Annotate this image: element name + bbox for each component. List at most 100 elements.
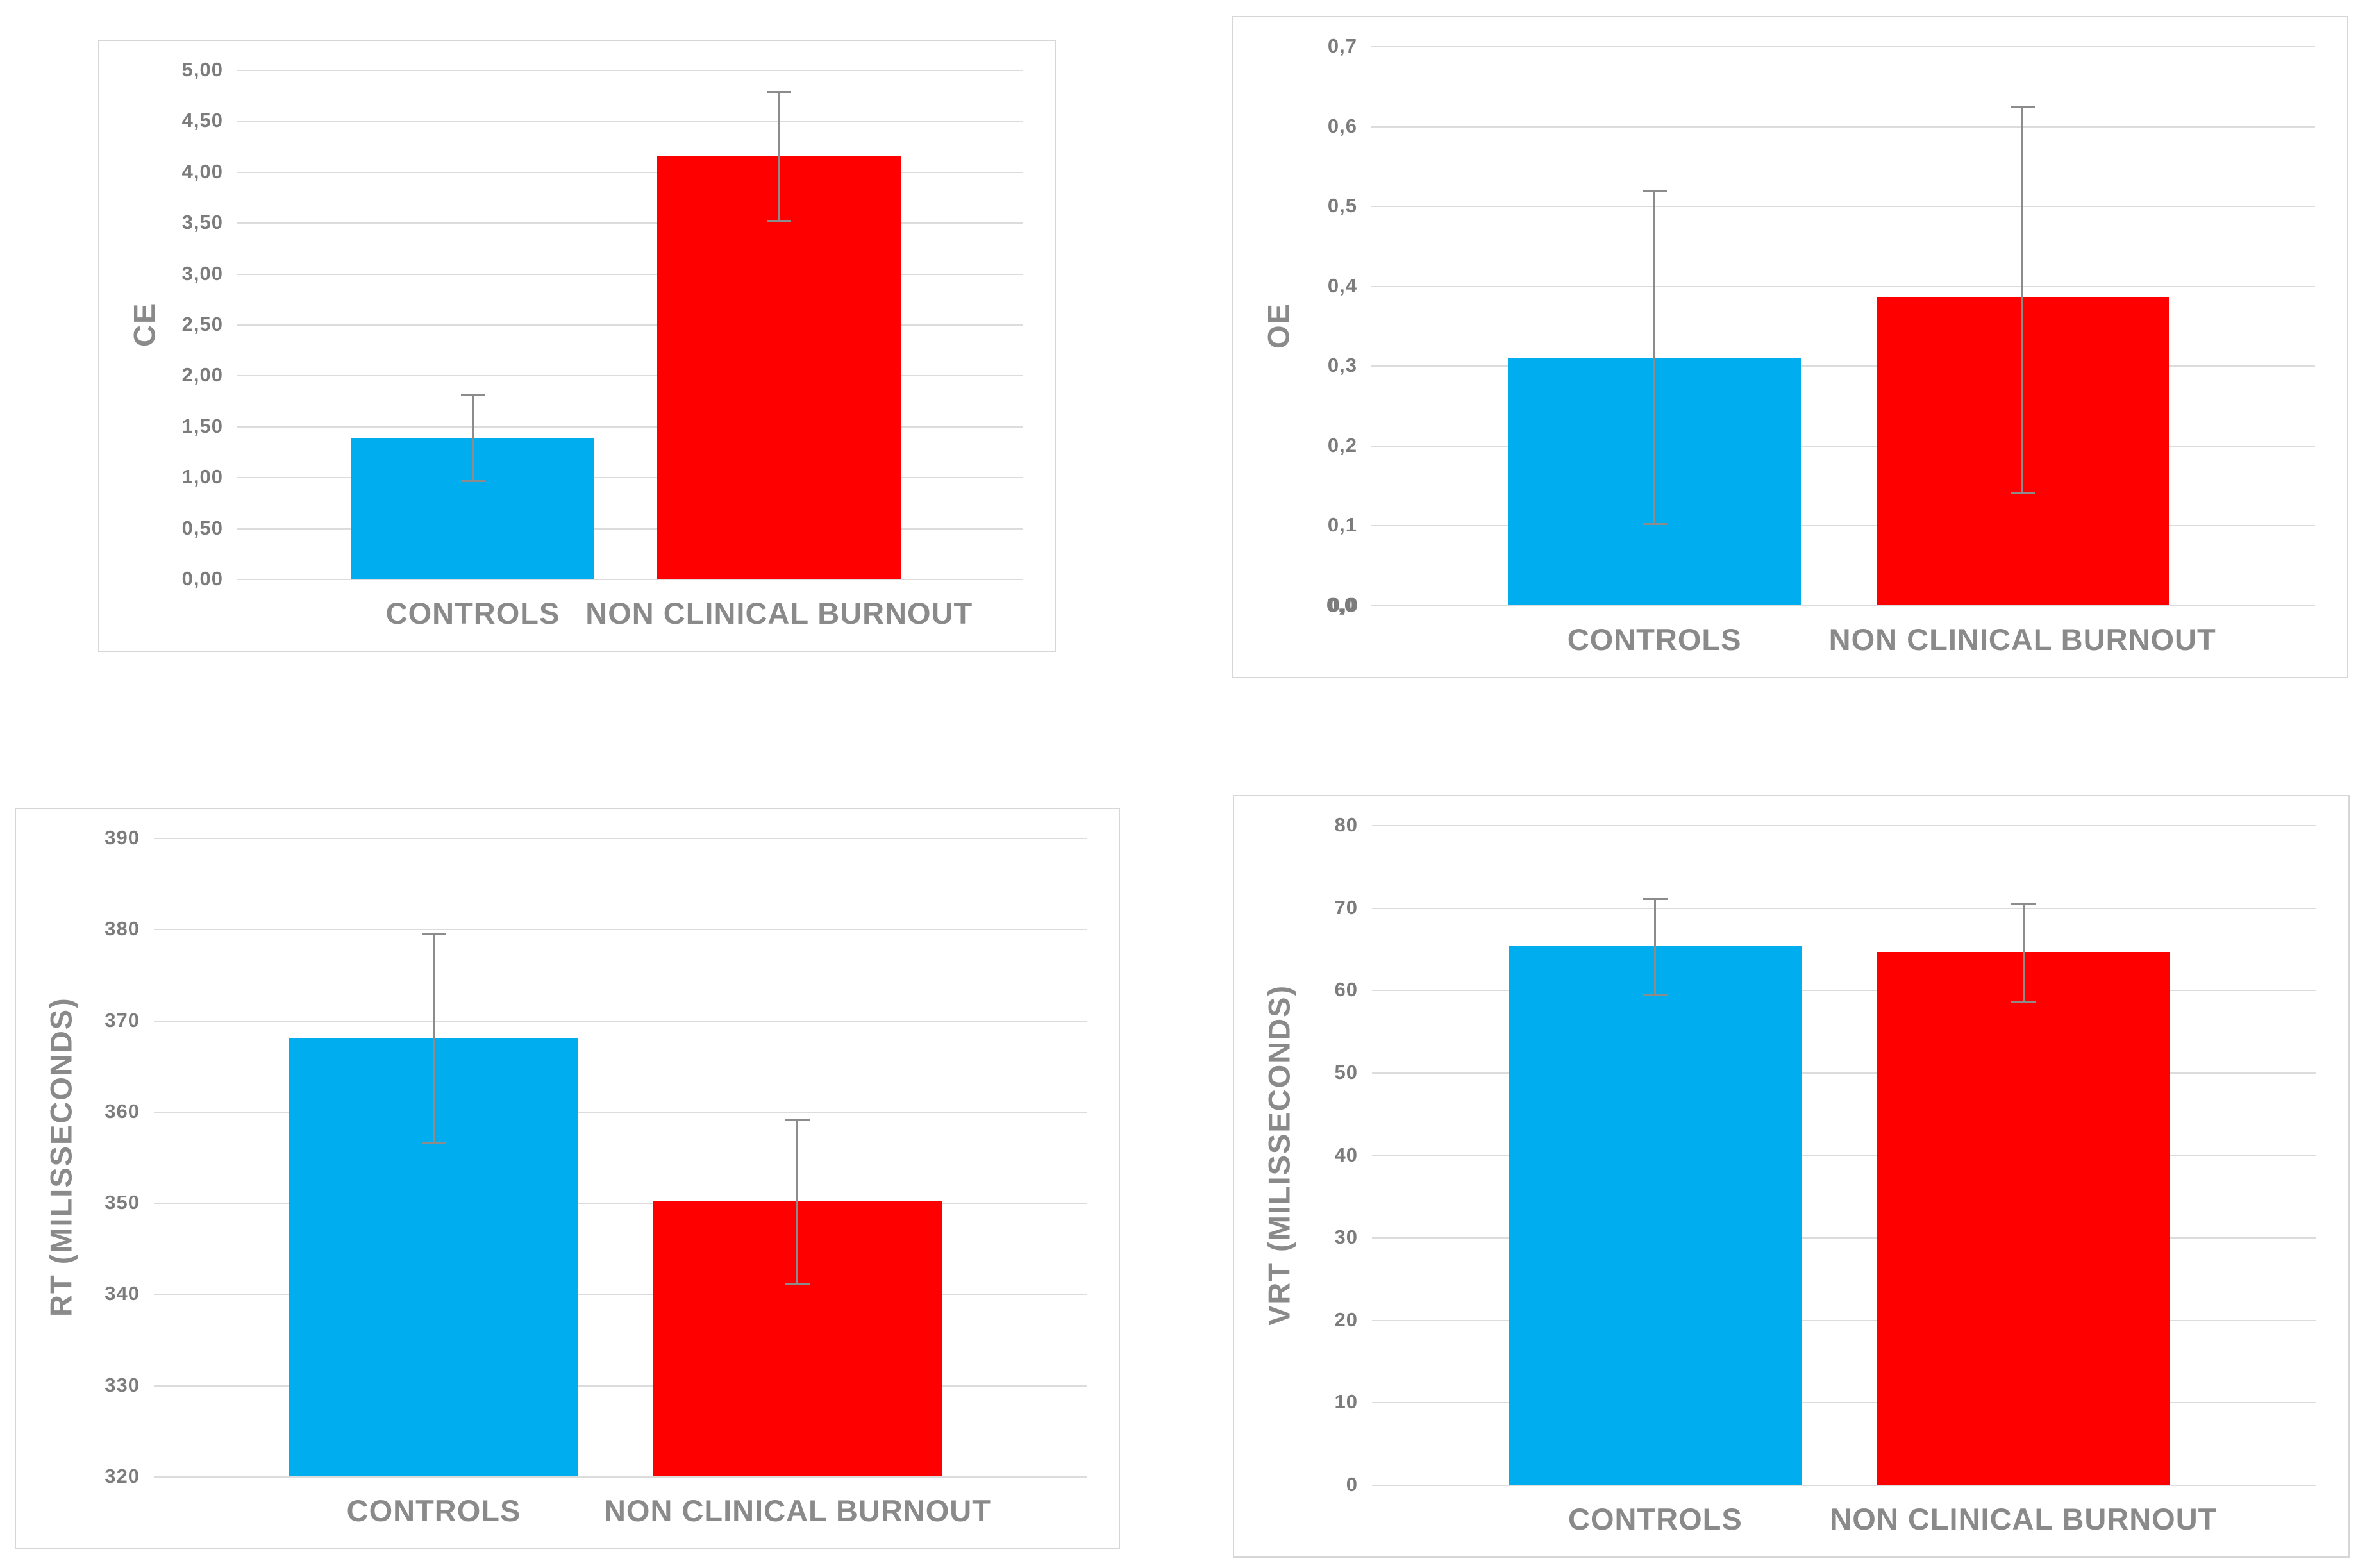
error-bar-cap-bottom bbox=[767, 219, 792, 222]
grid-line bbox=[1371, 206, 2315, 208]
y-tick-label: 0,3 bbox=[1327, 354, 1357, 377]
chart-panel-oe: OE 0,0 0,1 0,2 0,3 0,4 0,5 0,6 0,7 CONTROLS NON C… bbox=[1232, 16, 2348, 678]
x-category-label: CONTROLS bbox=[1567, 622, 1742, 656]
y-tick-label: 0,5 bbox=[1327, 194, 1357, 217]
error-bar-cap-bottom bbox=[2010, 491, 2035, 494]
error-bar-line bbox=[796, 1119, 799, 1285]
y-tick-label: 30 bbox=[1334, 1226, 1358, 1249]
grid-line bbox=[237, 324, 1023, 326]
grid-line bbox=[154, 1385, 1087, 1387]
grid-line bbox=[1371, 445, 2315, 447]
grid-line bbox=[1372, 907, 2316, 909]
error-bar-burnout bbox=[767, 91, 792, 222]
grid-line bbox=[1372, 1072, 2316, 1074]
y-tick-label: 320 bbox=[105, 1465, 140, 1487]
error-bar-cap-bottom bbox=[421, 1141, 446, 1144]
error-bar-cap-bottom bbox=[785, 1283, 810, 1285]
error-bar-controls bbox=[1642, 190, 1667, 526]
grid-line bbox=[237, 171, 1023, 173]
error-bar-cap-bottom bbox=[2011, 1001, 2036, 1003]
bar-controls bbox=[1509, 946, 1802, 1485]
grid-line bbox=[237, 222, 1023, 224]
grid-line bbox=[1371, 46, 2315, 47]
y-tick-label: 80 bbox=[1334, 813, 1358, 836]
grid-line bbox=[1372, 825, 2316, 826]
grid-line bbox=[237, 477, 1023, 479]
y-axis-title: CE bbox=[127, 302, 162, 347]
y-tick-label: 2,00 bbox=[181, 363, 223, 387]
y-tick-label: 10 bbox=[1334, 1390, 1358, 1414]
grid-line bbox=[154, 1294, 1087, 1296]
y-tick-label: 50 bbox=[1334, 1060, 1358, 1083]
grid-line bbox=[237, 70, 1023, 71]
error-bar-controls bbox=[460, 393, 485, 483]
x-category-label: NON CLINICAL BURNOUT bbox=[1830, 1502, 2218, 1536]
plot-area: 0,00 0,50 1,00 1,50 2,00 2,50 3,00 3,50 4,00 4,50… bbox=[182, 58, 1023, 630]
y-tick-label: 1,00 bbox=[181, 465, 223, 488]
error-bar-line bbox=[2022, 902, 2025, 1003]
y-tick-label: 340 bbox=[105, 1282, 140, 1305]
y-tick-label: 20 bbox=[1334, 1308, 1358, 1331]
error-bar-line bbox=[1653, 190, 1656, 526]
grid-line bbox=[237, 528, 1023, 530]
error-bar-line bbox=[433, 933, 435, 1144]
grid-line bbox=[154, 1020, 1087, 1022]
grid-line bbox=[1372, 1319, 2316, 1321]
bar-burnout bbox=[657, 156, 901, 579]
x-category-label: NON CLINICAL BURNOUT bbox=[1828, 622, 2216, 656]
y-tick-label: 4,00 bbox=[181, 160, 223, 183]
y-tick-label: 350 bbox=[105, 1191, 140, 1214]
grid-line bbox=[154, 838, 1087, 839]
grid-line bbox=[237, 426, 1023, 428]
y-tick-label: 390 bbox=[105, 826, 140, 849]
y-tick-label: 0,1 bbox=[1327, 513, 1357, 537]
error-bar-cap-top bbox=[1643, 898, 1668, 901]
grid-line bbox=[154, 1111, 1087, 1113]
x-category-label: CONTROLS bbox=[346, 1494, 521, 1528]
grid-line bbox=[1371, 525, 2315, 527]
bar-burnout bbox=[1877, 952, 2170, 1485]
grid-line bbox=[1371, 605, 2315, 606]
y-axis-title: RT (MILISSECONDS) bbox=[44, 997, 78, 1317]
grid-line bbox=[154, 929, 1087, 931]
error-bar-line bbox=[2021, 106, 2024, 494]
error-bar-cap-bottom bbox=[1642, 523, 1667, 526]
grid-line bbox=[154, 1476, 1087, 1478]
error-bar-controls bbox=[1643, 898, 1668, 996]
y-tick-label: 60 bbox=[1334, 978, 1358, 1001]
grid-line bbox=[237, 579, 1023, 580]
grid-line bbox=[154, 1203, 1087, 1205]
error-bar-cap-top bbox=[1642, 190, 1667, 192]
x-category-label: CONTROLS bbox=[385, 596, 560, 630]
error-bar-cap-top bbox=[2011, 902, 2036, 905]
error-bar-line bbox=[778, 91, 780, 222]
y-tick-label: 370 bbox=[105, 1008, 140, 1031]
y-tick-label: 5,00 bbox=[181, 58, 223, 81]
grid-line bbox=[1372, 1485, 2316, 1486]
error-bar-line bbox=[472, 393, 474, 483]
error-bar-burnout bbox=[785, 1119, 810, 1285]
y-tick-label: 70 bbox=[1334, 896, 1358, 919]
error-bar-cap-bottom bbox=[1643, 994, 1668, 996]
error-bar-cap-top bbox=[767, 91, 792, 94]
y-tick-label: 0,50 bbox=[181, 516, 223, 539]
y-tick-label: 0,00 bbox=[181, 567, 223, 590]
error-bar-controls bbox=[421, 933, 446, 1144]
y-tick-label: 360 bbox=[105, 1099, 140, 1122]
y-axis-title: OE bbox=[1261, 303, 1296, 349]
grid-line bbox=[1371, 365, 2315, 367]
grid-line bbox=[237, 375, 1023, 377]
x-category-label: NON CLINICAL BURNOUT bbox=[585, 596, 973, 630]
y-tick-label: 380 bbox=[105, 917, 140, 940]
y-tick-label: 1,50 bbox=[181, 414, 223, 437]
plot-area: 0,0 0,1 0,2 0,3 0,4 0,5 0,6 0,7 CONTROLS NON CLIN… bbox=[1328, 35, 2315, 656]
grid-line bbox=[237, 121, 1023, 122]
error-bar-cap-top bbox=[421, 933, 446, 936]
error-bar-burnout bbox=[2011, 902, 2036, 1003]
x-category-label: CONTROLS bbox=[1568, 1502, 1743, 1536]
grid-line bbox=[1371, 126, 2315, 128]
error-bar-burnout bbox=[2010, 106, 2035, 494]
y-tick-label: 3,50 bbox=[181, 211, 223, 234]
grid-line bbox=[237, 273, 1023, 275]
y-tick-label: 0,6 bbox=[1327, 114, 1357, 137]
